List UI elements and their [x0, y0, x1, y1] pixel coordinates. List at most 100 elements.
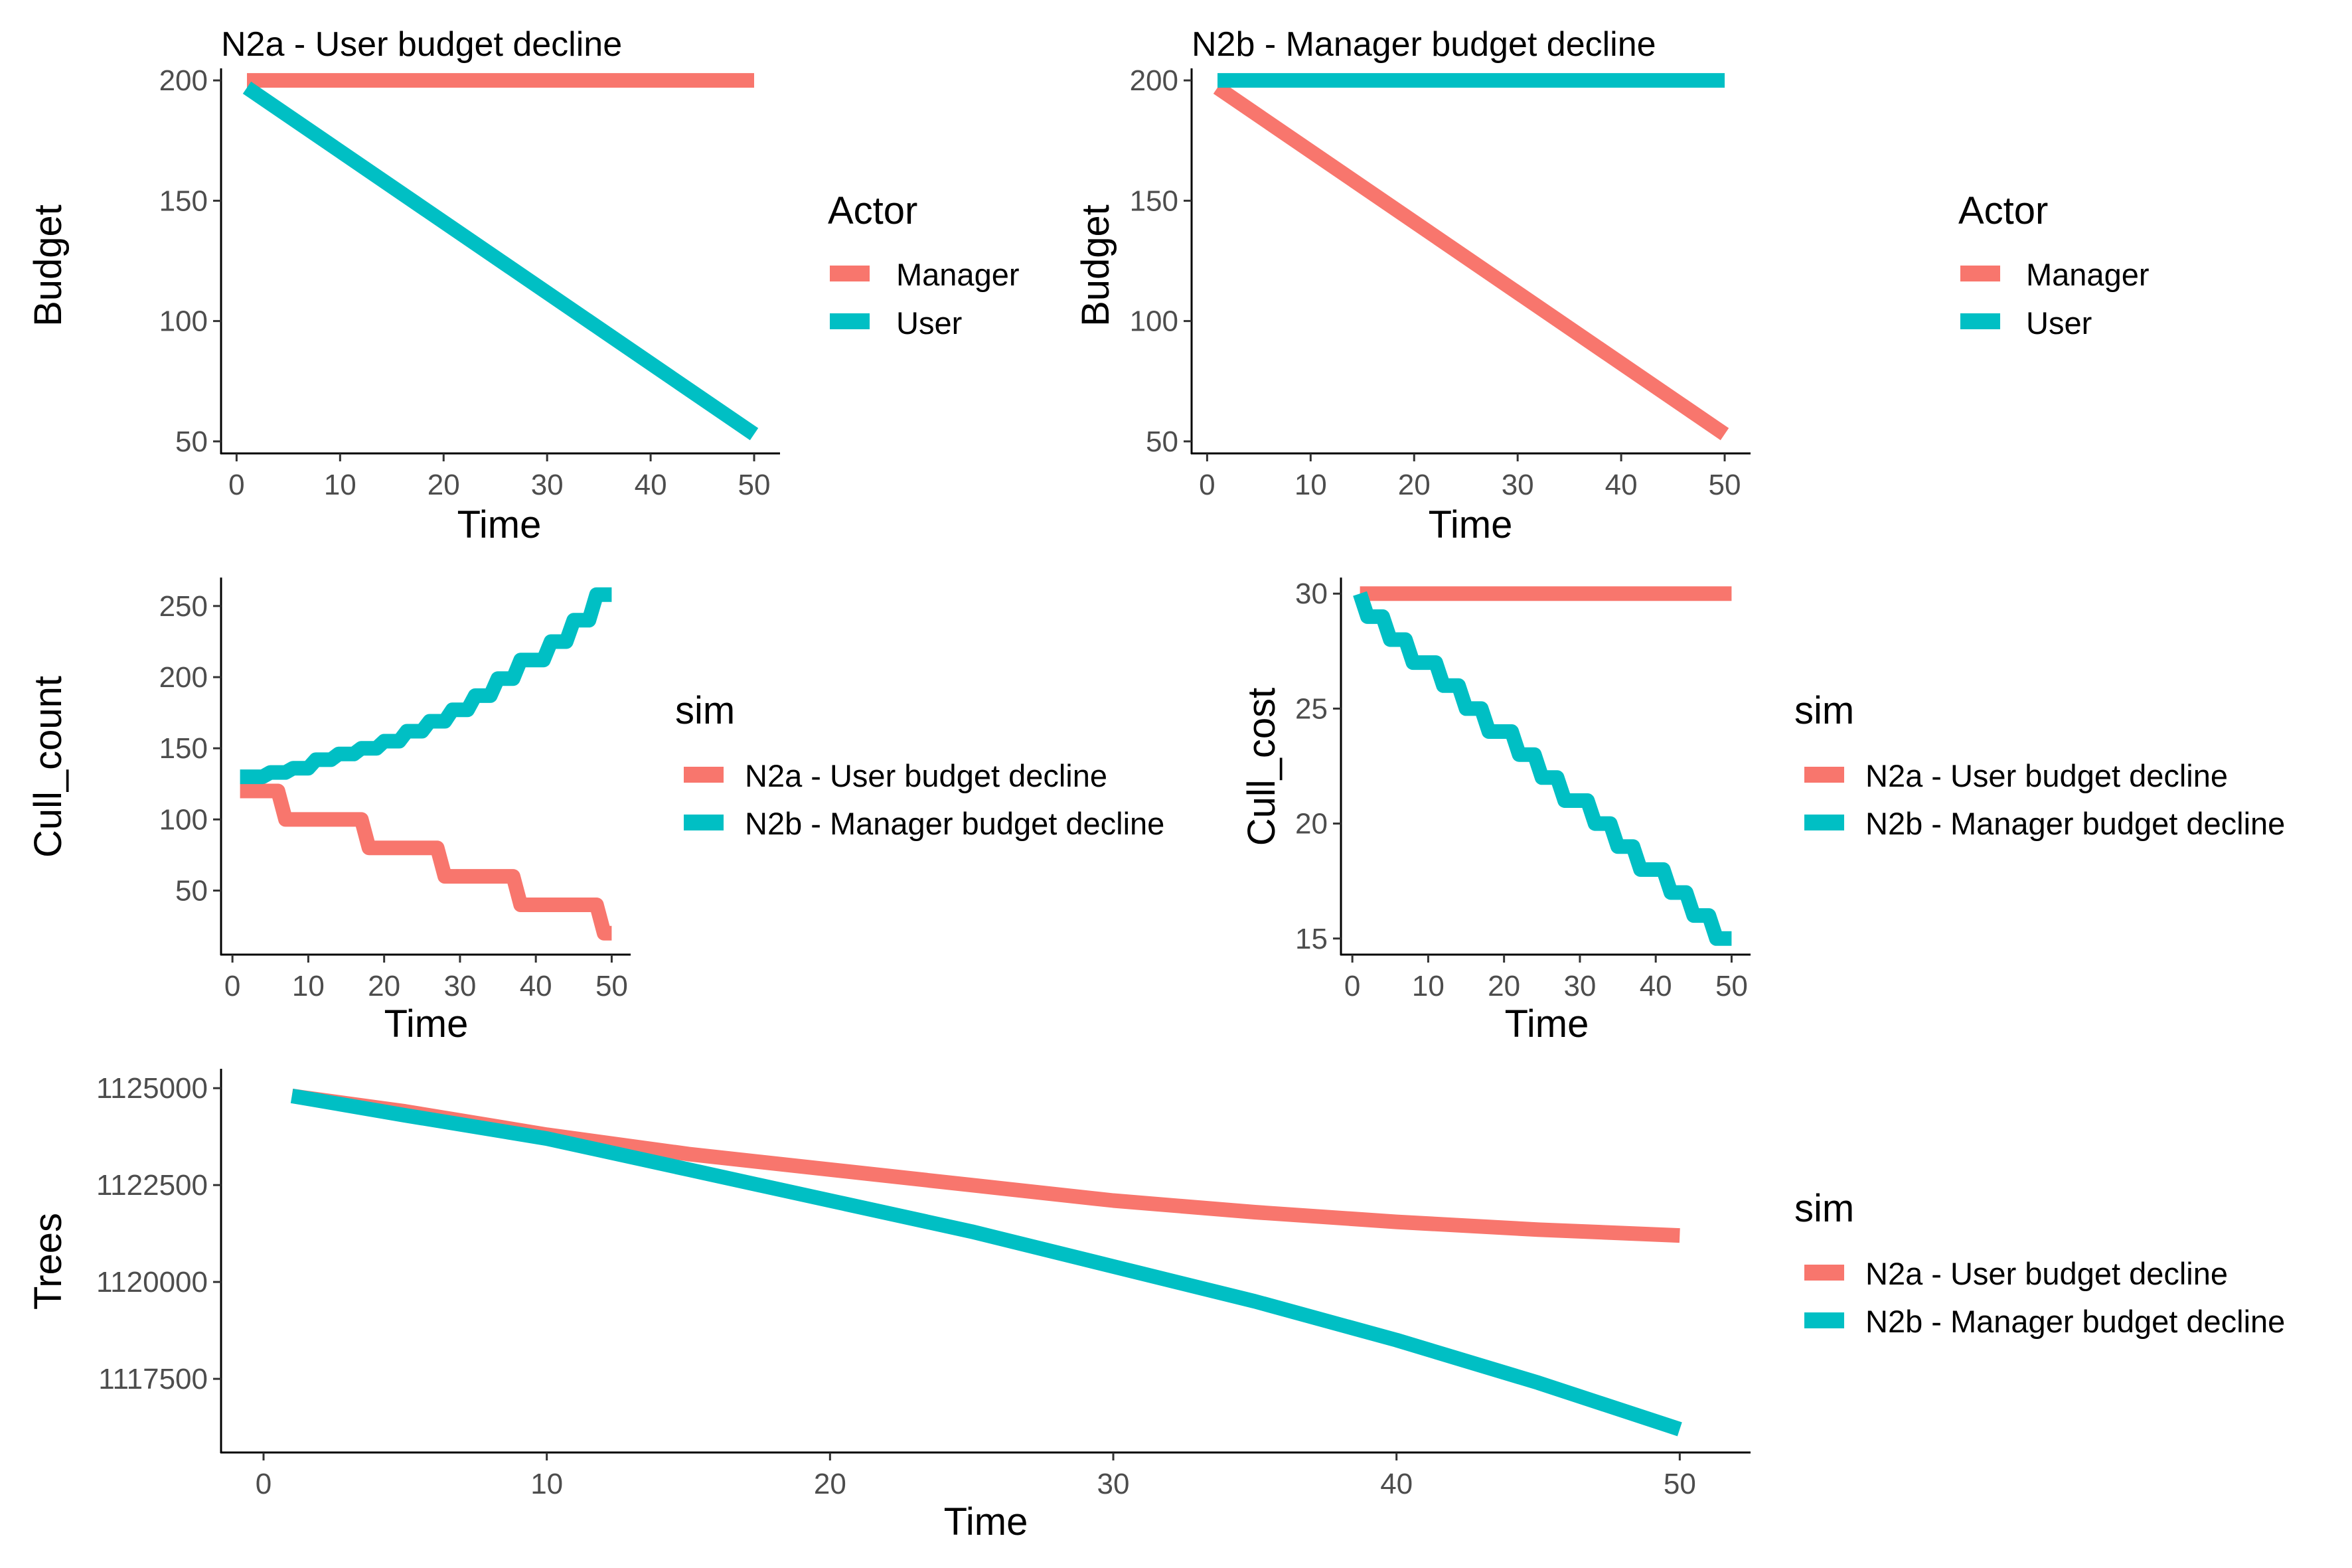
- legend-label: N2a - User budget decline: [745, 758, 1107, 793]
- x-tick-label: 50: [738, 469, 771, 501]
- y-tick-label: 1117500: [98, 1363, 208, 1395]
- legend-key-n2b: [1804, 815, 1844, 830]
- legend-title: Actor: [828, 189, 917, 232]
- x-tick-label: 30: [531, 469, 564, 501]
- plot-area: 0 10 20 30 40 50 15 20 25 30: [1295, 578, 1751, 1002]
- y-tick-label: 150: [1130, 185, 1178, 217]
- x-tick-label: 40: [1380, 1468, 1413, 1500]
- legend: Actor Manager User: [828, 189, 1020, 341]
- x-tick-label: 10: [530, 1468, 563, 1500]
- legend-title: sim: [1794, 1187, 1854, 1230]
- x-tick-label: 50: [595, 970, 628, 1002]
- y-tick-label: 200: [1130, 64, 1178, 97]
- panel-trees: 0 10 20 30 40 501117500112000011225001125000 …: [27, 1069, 2285, 1543]
- legend-label: N2b - Manager budget decline: [1865, 1304, 2285, 1339]
- x-tick-label: 0: [228, 469, 244, 501]
- x-tick-label: 20: [1488, 970, 1520, 1002]
- legend-label: User: [2026, 305, 2092, 341]
- y-tick-label: 100: [159, 803, 208, 836]
- legend-label: N2a - User budget decline: [1865, 1256, 2228, 1291]
- x-tick-label: 20: [814, 1468, 846, 1500]
- y-tick-label: 1125000: [96, 1072, 208, 1105]
- x-tick-label: 20: [368, 970, 400, 1002]
- legend-label: N2b - Manager budget decline: [745, 806, 1164, 841]
- y-tick-label: 100: [1130, 305, 1178, 338]
- plot-area: 0 10 20 30 40 50 50 100 150 200: [159, 64, 780, 501]
- x-tick-label: 30: [1563, 970, 1596, 1002]
- legend: Actor Manager User: [1958, 189, 2150, 341]
- y-tick-label: 50: [175, 875, 208, 907]
- y-axis-title: Cull_count: [27, 676, 70, 858]
- x-tick-label: 40: [1605, 469, 1638, 501]
- legend-label: Manager: [2026, 257, 2150, 292]
- legend-key-n2a: [684, 767, 724, 783]
- y-axis-title: Budget: [27, 204, 70, 327]
- x-tick-label: 0: [1344, 970, 1360, 1002]
- x-tick-label: 40: [1640, 970, 1672, 1002]
- panel-n2a-budget: N2a - User budget decline 0 10 20 30 40 50 50 1…: [27, 25, 1020, 546]
- x-tick-label: 10: [1412, 970, 1445, 1002]
- legend-label: N2a - User budget decline: [1865, 758, 2228, 793]
- legend-title: sim: [1794, 689, 1854, 732]
- x-tick-label: 10: [1294, 469, 1327, 501]
- x-axis-title: Time: [457, 503, 542, 546]
- y-tick-label: 20: [1295, 808, 1328, 840]
- series-line-1: [290, 1089, 1682, 1437]
- panel-title: N2a - User budget decline: [221, 25, 622, 64]
- series-line-1: [1353, 591, 1732, 946]
- panel-cull-count: 0 10 20 30 40 50 50 100 150 200 250 Time Cull_coun…: [27, 578, 1164, 1046]
- y-tick-label: 200: [159, 661, 208, 694]
- x-axis-title: Time: [944, 1500, 1028, 1543]
- legend-key-user: [830, 313, 870, 329]
- plot-area: 0 10 20 30 40 50 50 100 150 200: [1130, 64, 1751, 501]
- y-tick-label: 200: [159, 64, 208, 97]
- legend-label: User: [896, 305, 962, 341]
- legend: sim N2a - User budget decline N2b - Mana…: [1794, 1187, 2285, 1339]
- legend-key-n2a: [1804, 1265, 1844, 1281]
- legend-key-n2b: [1804, 1312, 1844, 1328]
- y-axis-title: Cull_cost: [1240, 688, 1283, 846]
- legend-key-manager: [830, 266, 870, 281]
- legend-key-n2a: [1804, 767, 1844, 783]
- legend-key-n2b: [684, 815, 724, 830]
- legend-key-manager: [1960, 266, 2000, 281]
- y-tick-label: 100: [159, 305, 208, 338]
- x-axis-title: Time: [1429, 503, 1513, 546]
- y-tick-label: 15: [1295, 923, 1328, 955]
- panel-n2b-budget: N2b - Manager budget decline 0 10 20 30 40 50…: [1074, 25, 2150, 546]
- x-tick-label: 0: [256, 1468, 272, 1500]
- x-tick-label: 30: [1502, 469, 1534, 501]
- legend-label: Manager: [896, 257, 1020, 292]
- legend: sim N2a - User budget decline N2b - Mana…: [1794, 689, 2285, 841]
- x-tick-label: 20: [1398, 469, 1431, 501]
- series-line-0: [240, 783, 612, 941]
- y-tick-label: 25: [1295, 692, 1328, 725]
- x-tick-label: 50: [1715, 970, 1748, 1002]
- legend-key-user: [1960, 313, 2000, 329]
- x-axis-title: Time: [384, 1002, 469, 1046]
- y-axis-title: Budget: [1074, 204, 1117, 327]
- plot-area: 0 10 20 30 40 50 50 100 150 200 250: [159, 578, 631, 1002]
- plot-area: 0 10 20 30 40 50 1117500 1120000 1122500 1125000: [96, 1069, 1751, 1500]
- x-tick-label: 10: [324, 469, 356, 501]
- x-tick-label: 50: [1664, 1468, 1696, 1500]
- x-tick-label: 30: [1097, 1468, 1130, 1500]
- x-tick-label: 30: [443, 970, 476, 1002]
- x-tick-label: 20: [428, 469, 460, 501]
- x-axis-title: Time: [1505, 1002, 1589, 1046]
- y-axis-title: Trees: [27, 1213, 70, 1310]
- y-tick-label: 150: [159, 185, 208, 217]
- legend-title: Actor: [1958, 189, 2048, 232]
- x-tick-label: 40: [520, 970, 552, 1002]
- series-line-1: [240, 587, 612, 785]
- legend-label: N2b - Manager budget decline: [1865, 806, 2285, 841]
- series-line-0: [1213, 81, 1729, 441]
- series-line-0: [291, 1089, 1680, 1243]
- y-tick-label: 250: [159, 590, 208, 623]
- x-tick-label: 40: [635, 469, 667, 501]
- panel-cull-cost: 0 10 20 30 40 50 15 20 25 30 Time Cull_cost sim N…: [1240, 578, 2285, 1046]
- y-tick-label: 1122500: [96, 1169, 208, 1202]
- y-tick-label: 1120000: [96, 1266, 208, 1298]
- legend: sim N2a - User budget decline N2b - Mana…: [675, 689, 1164, 841]
